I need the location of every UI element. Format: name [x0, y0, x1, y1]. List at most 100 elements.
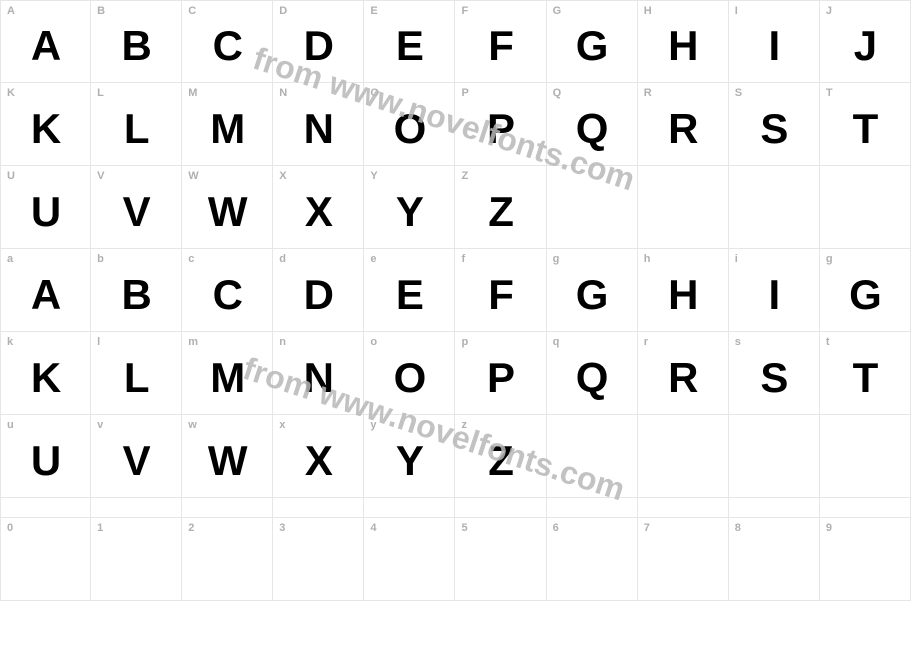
- cell-key-label: G: [553, 5, 562, 17]
- charmap-cell[interactable]: 8: [729, 518, 820, 601]
- charmap-cell[interactable]: aA: [0, 249, 91, 332]
- charmap-cell[interactable]: vV: [91, 415, 182, 498]
- charmap-cell[interactable]: LL: [91, 83, 182, 166]
- charmap-cell[interactable]: [182, 498, 273, 518]
- charmap-cell[interactable]: 3: [273, 518, 364, 601]
- charmap-cell[interactable]: bB: [91, 249, 182, 332]
- charmap-cell[interactable]: cC: [182, 249, 273, 332]
- charmap-cell[interactable]: wW: [182, 415, 273, 498]
- charmap-cell[interactable]: XX: [273, 166, 364, 249]
- charmap-cell[interactable]: VV: [91, 166, 182, 249]
- charmap-cell[interactable]: II: [729, 0, 820, 83]
- charmap-cell[interactable]: tT: [820, 332, 911, 415]
- charmap-cell[interactable]: 0: [0, 518, 91, 601]
- charmap-cell[interactable]: pP: [455, 332, 546, 415]
- charmap-cell[interactable]: [638, 166, 729, 249]
- cell-glyph: P: [487, 105, 514, 153]
- charmap-cell[interactable]: YY: [364, 166, 455, 249]
- charmap-cell[interactable]: [820, 415, 911, 498]
- charmap-cell[interactable]: [0, 498, 91, 518]
- charmap-cell[interactable]: hH: [638, 249, 729, 332]
- charmap-cell[interactable]: iI: [729, 249, 820, 332]
- charmap-cell[interactable]: 7: [638, 518, 729, 601]
- charmap-cell[interactable]: [273, 498, 364, 518]
- charmap-cell[interactable]: KK: [0, 83, 91, 166]
- charmap-cell[interactable]: [820, 498, 911, 518]
- charmap-cell[interactable]: [729, 415, 820, 498]
- charmap-cell[interactable]: DD: [273, 0, 364, 83]
- charmap-cell[interactable]: [547, 166, 638, 249]
- charmap-cell[interactable]: gG: [547, 249, 638, 332]
- charmap-cell[interactable]: 9: [820, 518, 911, 601]
- charmap-cell[interactable]: kK: [0, 332, 91, 415]
- charmap-cell[interactable]: fF: [455, 249, 546, 332]
- cell-key-label: Y: [370, 170, 377, 182]
- charmap-cell[interactable]: JJ: [820, 0, 911, 83]
- charmap-cell[interactable]: [547, 498, 638, 518]
- cell-key-label: f: [461, 253, 465, 265]
- cell-glyph: Z: [488, 437, 513, 485]
- charmap-cell[interactable]: 2: [182, 518, 273, 601]
- charmap-cell[interactable]: yY: [364, 415, 455, 498]
- charmap-cell[interactable]: rR: [638, 332, 729, 415]
- charmap-cell[interactable]: ZZ: [455, 166, 546, 249]
- cell-glyph: B: [121, 271, 150, 319]
- cell-key-label: M: [188, 87, 197, 99]
- charmap-cell[interactable]: PP: [455, 83, 546, 166]
- charmap-cell[interactable]: EE: [364, 0, 455, 83]
- charmap-cell[interactable]: [547, 415, 638, 498]
- cell-key-label: v: [97, 419, 103, 431]
- charmap-cell[interactable]: [91, 498, 182, 518]
- charmap-cell[interactable]: TT: [820, 83, 911, 166]
- charmap-cell[interactable]: 5: [455, 518, 546, 601]
- charmap-cell[interactable]: 6: [547, 518, 638, 601]
- charmap-cell[interactable]: zZ: [455, 415, 546, 498]
- charmap-cell[interactable]: SS: [729, 83, 820, 166]
- cell-key-label: 8: [735, 522, 741, 534]
- charmap-cell[interactable]: uU: [0, 415, 91, 498]
- cell-key-label: g: [553, 253, 560, 265]
- charmap-cell[interactable]: [364, 498, 455, 518]
- cell-glyph: S: [760, 105, 787, 153]
- cell-key-label: 6: [553, 522, 559, 534]
- charmap-cell[interactable]: oO: [364, 332, 455, 415]
- cell-glyph: O: [394, 105, 426, 153]
- charmap-cell[interactable]: CC: [182, 0, 273, 83]
- charmap-cell[interactable]: BB: [91, 0, 182, 83]
- charmap-cell[interactable]: MM: [182, 83, 273, 166]
- charmap-cell[interactable]: sS: [729, 332, 820, 415]
- charmap-cell[interactable]: QQ: [547, 83, 638, 166]
- charmap-cell[interactable]: UU: [0, 166, 91, 249]
- charmap-cell[interactable]: eE: [364, 249, 455, 332]
- charmap-cell[interactable]: NN: [273, 83, 364, 166]
- charmap-cell[interactable]: mM: [182, 332, 273, 415]
- charmap-cell[interactable]: gG: [820, 249, 911, 332]
- cell-key-label: i: [735, 253, 738, 265]
- charmap-cell[interactable]: OO: [364, 83, 455, 166]
- charmap-cell[interactable]: qQ: [547, 332, 638, 415]
- charmap-cell[interactable]: AA: [0, 0, 91, 83]
- charmap-cell[interactable]: [729, 166, 820, 249]
- cell-key-label: P: [461, 87, 468, 99]
- charmap-cell[interactable]: 1: [91, 518, 182, 601]
- charmap-cell[interactable]: nN: [273, 332, 364, 415]
- charmap-cell[interactable]: FF: [455, 0, 546, 83]
- charmap-cell[interactable]: WW: [182, 166, 273, 249]
- cell-glyph: F: [488, 271, 513, 319]
- charmap-cell[interactable]: [820, 166, 911, 249]
- cell-key-label: 2: [188, 522, 194, 534]
- charmap-cell[interactable]: dD: [273, 249, 364, 332]
- cell-key-label: Z: [461, 170, 468, 182]
- charmap-cell[interactable]: HH: [638, 0, 729, 83]
- charmap-cell[interactable]: GG: [547, 0, 638, 83]
- charmap-cell[interactable]: RR: [638, 83, 729, 166]
- charmap-cell[interactable]: 4: [364, 518, 455, 601]
- charmap-cell[interactable]: [638, 415, 729, 498]
- charmap-cell[interactable]: [455, 498, 546, 518]
- charmap-cell[interactable]: xX: [273, 415, 364, 498]
- cell-key-label: 1: [97, 522, 103, 534]
- charmap-cell[interactable]: lL: [91, 332, 182, 415]
- charmap-cell[interactable]: [729, 498, 820, 518]
- cell-key-label: U: [7, 170, 15, 182]
- charmap-cell[interactable]: [638, 498, 729, 518]
